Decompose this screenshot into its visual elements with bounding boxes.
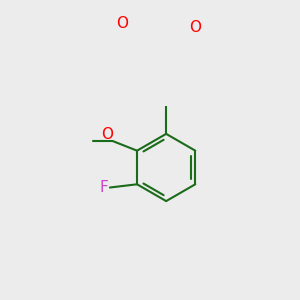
Text: O: O [101,127,113,142]
Text: O: O [116,16,128,31]
Text: F: F [99,180,108,195]
Text: O: O [189,20,201,35]
